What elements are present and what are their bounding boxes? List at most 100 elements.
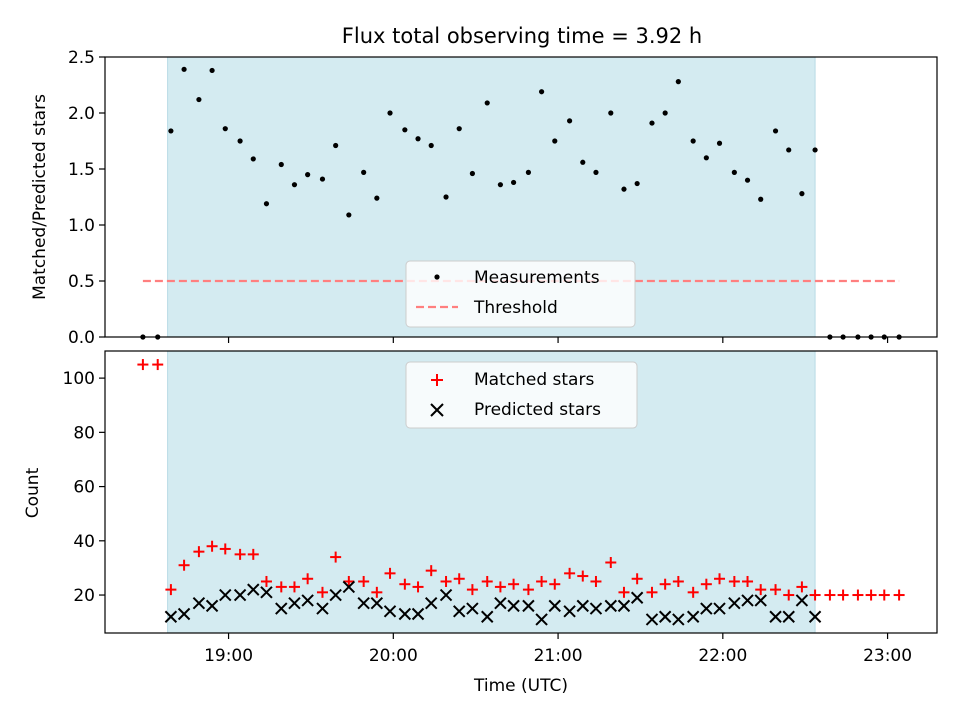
matched-star-point	[618, 586, 630, 598]
matched-star-point	[728, 575, 740, 587]
predicted-star-point	[563, 605, 576, 618]
x-axis-label: Time (UTC)	[473, 676, 568, 696]
predicted-star-point	[177, 607, 191, 621]
predicted-star-point	[782, 610, 795, 623]
top-y-tick-label: 0.0	[68, 328, 95, 348]
predicted-star-point	[700, 602, 713, 615]
measurement-point	[608, 110, 614, 116]
predicted-star-point	[247, 583, 260, 596]
matched-star-point	[605, 557, 617, 568]
bottom-y-tick-label: 40	[73, 532, 95, 552]
measurement-point	[237, 138, 243, 144]
matched-star-point	[796, 581, 808, 593]
matched-star-point	[631, 573, 643, 585]
predicted-star-point	[645, 613, 659, 626]
measurement-point	[387, 110, 393, 116]
matched-star-point	[481, 575, 493, 587]
matched-star-point	[742, 575, 754, 587]
matched-star-point	[770, 584, 782, 596]
measurement-point	[690, 138, 696, 144]
matched-star-point	[687, 586, 699, 598]
matched-star-point	[564, 567, 576, 579]
matched-star-point	[837, 589, 849, 601]
measurement-points	[140, 66, 902, 340]
matched-star-point	[508, 578, 520, 590]
matched-star-point	[494, 581, 506, 593]
predicted-star-point	[795, 594, 809, 607]
predicted-star-point	[754, 594, 767, 607]
top-legend: Measurements Threshold	[405, 260, 636, 328]
measurement-point	[250, 156, 256, 162]
measurement-point	[621, 186, 627, 192]
measurement-point	[333, 142, 339, 149]
predicted-star-point	[769, 610, 782, 623]
matched-star-point	[384, 567, 396, 579]
matched-star-point	[178, 559, 190, 571]
measurement-point	[525, 169, 532, 175]
predicted-star-point	[233, 588, 247, 602]
predicted-star-point	[808, 610, 822, 623]
measurement-point	[443, 194, 449, 200]
measurement-point	[428, 142, 434, 149]
measurement-point	[744, 177, 751, 183]
measurement-point	[278, 161, 284, 168]
top-y-tick-label: 1.0	[68, 216, 95, 236]
bottom-x-ticks: 19:00 20:00 21:00 22:00 23:00	[204, 633, 912, 666]
x-tick-label: 22:00	[698, 646, 747, 666]
measurement-point	[374, 195, 380, 201]
top-y-tick-label: 2.5	[68, 48, 95, 68]
matched-star-point	[755, 584, 767, 596]
matched-star-point	[316, 586, 328, 598]
matched-star-point	[288, 581, 300, 593]
bottom-y-tick-label: 20	[73, 586, 95, 606]
predicted-star-point	[453, 605, 466, 618]
predicted-star-point	[411, 607, 425, 621]
measurement-point	[361, 169, 367, 175]
bottom-legend: Matched stars Predicted stars	[405, 361, 638, 429]
matched-star-point	[219, 543, 231, 555]
top-y-ticks: 0.0 0.5 1.0 1.5 2.0 2.5	[68, 48, 105, 348]
predicted-star-point	[288, 596, 301, 610]
matched-star-point	[193, 546, 205, 558]
measurement-point	[222, 126, 228, 132]
measurement-point	[758, 196, 764, 202]
matched-star-point	[260, 575, 272, 587]
legend-predicted-label: Predicted stars	[474, 400, 601, 420]
measurement-point	[469, 170, 475, 177]
legend-measurements-marker	[434, 274, 440, 280]
bottom-y-ticks: 20 40 60 80 100	[63, 369, 105, 606]
measurement-point	[675, 79, 681, 85]
measurement-point	[510, 179, 517, 186]
legend-measurements-label: Measurements	[474, 268, 600, 288]
measurement-point	[305, 172, 311, 178]
measurement-point	[181, 66, 187, 72]
bottom-legend-box	[405, 361, 638, 429]
predicted-star-point	[357, 596, 370, 610]
top-y-tick-label: 0.5	[68, 272, 95, 292]
top-legend-box	[405, 260, 636, 328]
matched-star-point	[783, 589, 795, 601]
predicted-star-point	[576, 599, 589, 613]
matched-star-point	[358, 575, 370, 587]
bottom-y-axis-label: Count	[23, 467, 43, 518]
matched-star-point	[466, 584, 478, 596]
matched-star-point	[247, 548, 259, 560]
matched-star-point	[590, 575, 602, 587]
x-tick-label: 20:00	[369, 646, 418, 666]
legend-matched-marker	[431, 374, 443, 386]
legend-matched-label: Matched stars	[474, 370, 594, 390]
predicted-star-point	[658, 610, 672, 623]
top-plot-frame	[104, 56, 938, 338]
predicted-star-point	[192, 596, 206, 610]
matched-star-point	[865, 589, 877, 601]
predicted-star-point	[398, 607, 412, 621]
predicted-star-point	[275, 602, 288, 615]
predicted-star-point	[342, 580, 356, 594]
x-tick-label: 19:00	[204, 646, 253, 666]
predicted-star-point	[466, 602, 479, 615]
predicted-star-point	[205, 599, 219, 613]
measurement-point	[538, 89, 545, 95]
predicted-star-point	[425, 596, 438, 610]
top-panel: 0.0 0.5 1.0 1.5 2.0 2.5 Matched/Predicted sta…	[30, 48, 938, 348]
measurement-point	[415, 136, 421, 142]
